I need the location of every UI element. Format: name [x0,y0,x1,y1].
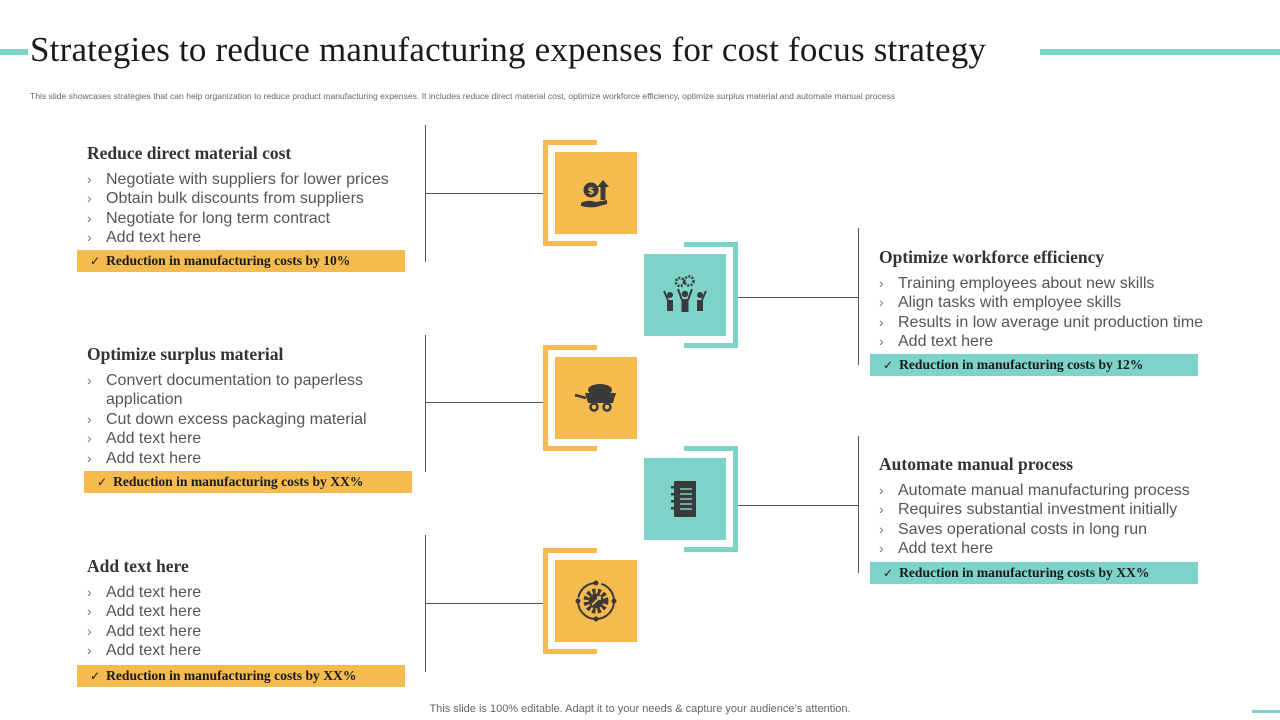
notebook-icon [671,481,696,517]
page-subtitle: This slide showcases strategies that can… [30,91,896,101]
connector-vertical-4 [858,436,859,573]
list-item: › Cut down excess packaging material [87,410,367,428]
strategy-reduce-material-cost: Reduce direct material cost › Negotiate w… [87,143,417,248]
strategy-add-text: Add text here › Add text here › Add text h… [87,556,417,661]
strategy-workforce-efficiency: Optimize workforce efficiency › Training … [879,247,1259,352]
checkmark-icon: ✓ [90,669,101,683]
strategy-title: Automate manual process [879,454,1074,474]
list-item: › Saves operational costs in long run [879,520,1148,538]
icon-tile-mining-cart [543,345,638,451]
title-accent-right [1040,49,1280,55]
strategy-bullets: › Automate manual manufacturing process ›… [879,481,1259,559]
icon-tile-money-growth: $ [543,140,638,246]
list-item: › Add text here [87,449,202,467]
list-item: › Add text here [879,540,994,558]
footer-accent [1252,710,1280,713]
money-growth-icon: $ [581,180,609,208]
strategy-bullets: › Convert documentation to paperless appl… [87,371,417,468]
list-item: › Automate manual manufacturing process [879,482,1190,499]
list-item: › Add text here [87,622,202,640]
list-item: › Results in low average unit production … [879,313,1204,331]
strategy-bullets: › Negotiate with suppliers for lower pric… [87,170,417,248]
result-banner: ✓ Reduction in manufacturing costs by 10% [77,250,405,272]
list-item: › Add text here [87,642,202,660]
connector-vertical-2 [858,228,859,365]
list-item: › Training employees about new skills [879,275,1155,292]
strategy-title: Optimize surplus material [87,344,284,364]
result-banner: ✓ Reduction in manufacturing costs by XX% [77,665,405,687]
team-gears-icon [663,275,707,312]
list-item: › Add text here [87,430,202,448]
page-title: Strategies to reduce manufacturing expen… [30,30,987,69]
gear-cycle-icon [575,580,617,622]
connector-horizontal-1 [425,193,543,194]
connector-horizontal-3 [425,402,543,403]
strategy-title: Reduce direct material cost [87,143,292,163]
result-banner: ✓ Reduction in manufacturing costs by 12% [870,354,1198,376]
strategy-title: Add text here [87,556,189,576]
result-banner: ✓ Reduction in manufacturing costs by XX% [870,562,1198,584]
connector-horizontal-4 [737,505,858,506]
connector-horizontal-2 [737,297,858,298]
svg-text:$: $ [588,186,595,197]
connector-horizontal-5 [425,603,543,604]
icon-tile-team-gears [643,242,738,348]
list-item: › Convert documentation to paperless appl… [87,372,364,409]
strategy-optimize-surplus: Optimize surplus material › Convert docum… [87,344,417,468]
list-item: › Align tasks with employee skills [879,294,1122,312]
title-accent-left [0,49,28,55]
list-item: › Add text here [87,603,202,621]
checkmark-icon: ✓ [97,475,108,489]
mining-cart-icon [574,384,616,412]
result-banner: ✓ Reduction in manufacturing costs by XX% [84,471,412,493]
footer-note: This slide is 100% editable. Adapt it to… [429,703,851,715]
list-item: › Negotiate for long term contract [87,209,331,227]
strategy-bullets: › Add text here › Add text here › Add text … [87,583,417,661]
strategy-title: Optimize workforce efficiency [879,247,1105,267]
icon-tile-gear-cycle [543,548,638,654]
list-item: › Negotiate with suppliers for lower pric… [87,171,389,188]
list-item: › Requires substantial investment initial… [879,501,1178,519]
list-item: › Add text here [87,584,202,601]
connector-vertical-3 [425,335,426,472]
list-item: › Add text here [87,229,202,247]
strategy-automate-process: Automate manual process › Automate manual… [879,454,1259,559]
checkmark-icon: ✓ [883,358,894,372]
checkmark-icon: ✓ [90,254,101,268]
list-item: › Obtain bulk discounts from suppliers [87,190,364,208]
checkmark-icon: ✓ [883,566,894,580]
strategy-bullets: › Training employees about new skills › Al… [879,274,1259,352]
list-item: › Add text here [879,333,994,351]
icon-tile-notebook [643,446,738,552]
